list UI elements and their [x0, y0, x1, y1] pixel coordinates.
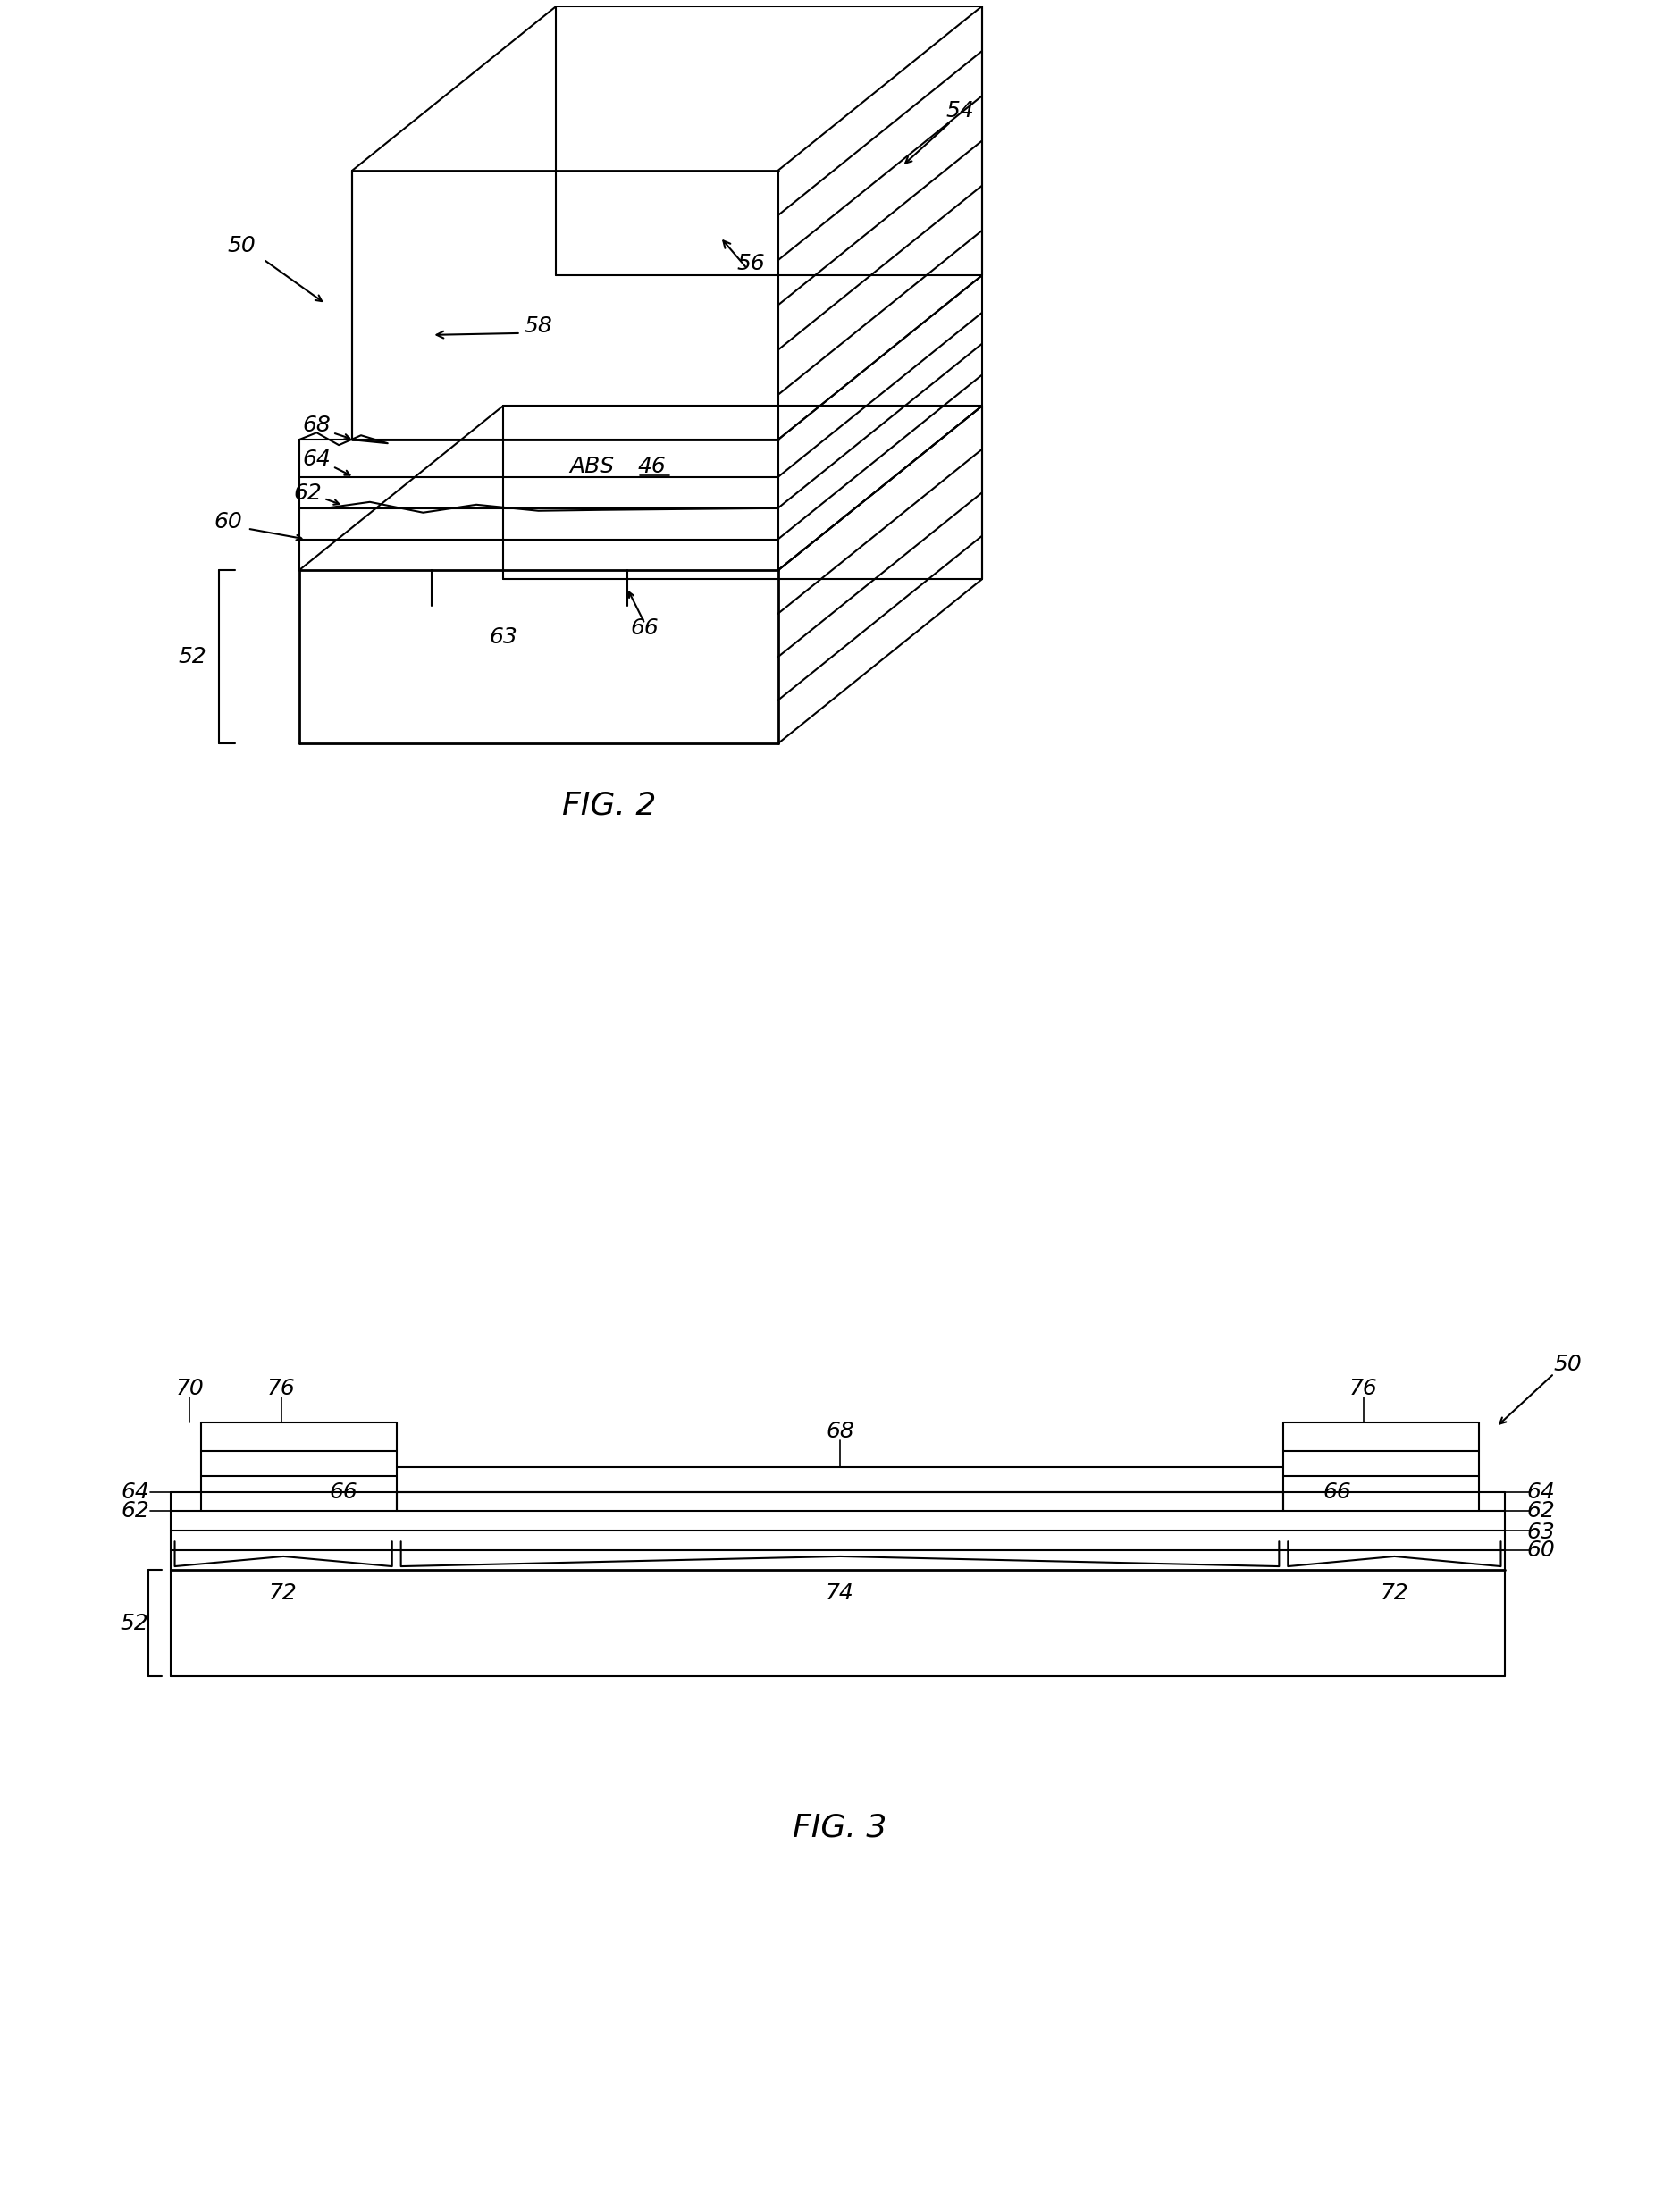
Text: 70: 70 [176, 1379, 203, 1399]
Text: 76: 76 [1349, 1379, 1378, 1399]
Text: 63: 63 [489, 627, 517, 649]
Text: 46: 46 [638, 457, 667, 476]
Text: 64: 64 [1527, 1480, 1556, 1502]
Text: 66: 66 [630, 618, 659, 640]
Text: ABS: ABS [570, 457, 613, 476]
Text: 50: 50 [1554, 1354, 1581, 1374]
Text: 52: 52 [178, 646, 207, 666]
Text: 68: 68 [302, 415, 331, 437]
Text: 74: 74 [827, 1582, 853, 1604]
Text: 76: 76 [267, 1379, 296, 1399]
Text: 66: 66 [329, 1480, 358, 1502]
Text: FIG. 3: FIG. 3 [793, 1813, 887, 1842]
Text: 56: 56 [738, 254, 766, 274]
Text: 52: 52 [121, 1613, 150, 1635]
Text: 60: 60 [1527, 1540, 1556, 1562]
Text: 62: 62 [121, 1500, 150, 1522]
Text: 64: 64 [121, 1480, 150, 1502]
Text: 50: 50 [227, 236, 255, 256]
Text: 72: 72 [1381, 1582, 1408, 1604]
Text: FIG. 2: FIG. 2 [563, 790, 657, 821]
Text: 58: 58 [524, 315, 553, 338]
Text: 62: 62 [1527, 1500, 1556, 1522]
Text: 68: 68 [827, 1421, 853, 1443]
Text: 54: 54 [946, 99, 974, 121]
Text: 66: 66 [1322, 1480, 1351, 1502]
Text: 64: 64 [302, 448, 331, 470]
Text: 72: 72 [269, 1582, 297, 1604]
Text: 60: 60 [213, 512, 242, 532]
Text: 63: 63 [1527, 1522, 1556, 1544]
Text: 62: 62 [294, 483, 323, 503]
